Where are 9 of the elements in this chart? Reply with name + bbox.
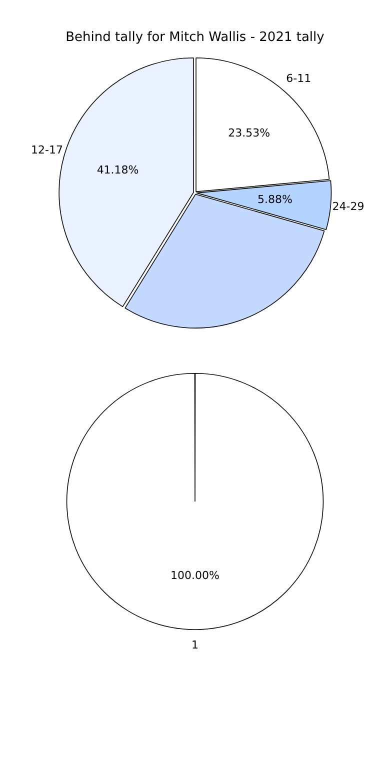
slice-label: 1 — [192, 638, 198, 652]
slice-label: 24-29 — [332, 200, 364, 213]
chart-title: Behind tally for Mitch Wallis - 2021 tally — [66, 30, 325, 46]
data-label: 41.18% — [96, 164, 139, 177]
slice-label: 12-17 — [31, 144, 63, 157]
data-label: 100.00% — [170, 568, 220, 582]
data-label: 5.88% — [257, 193, 292, 206]
slice-label: 6-11 — [286, 72, 312, 85]
data-label: 23.53% — [228, 126, 270, 140]
